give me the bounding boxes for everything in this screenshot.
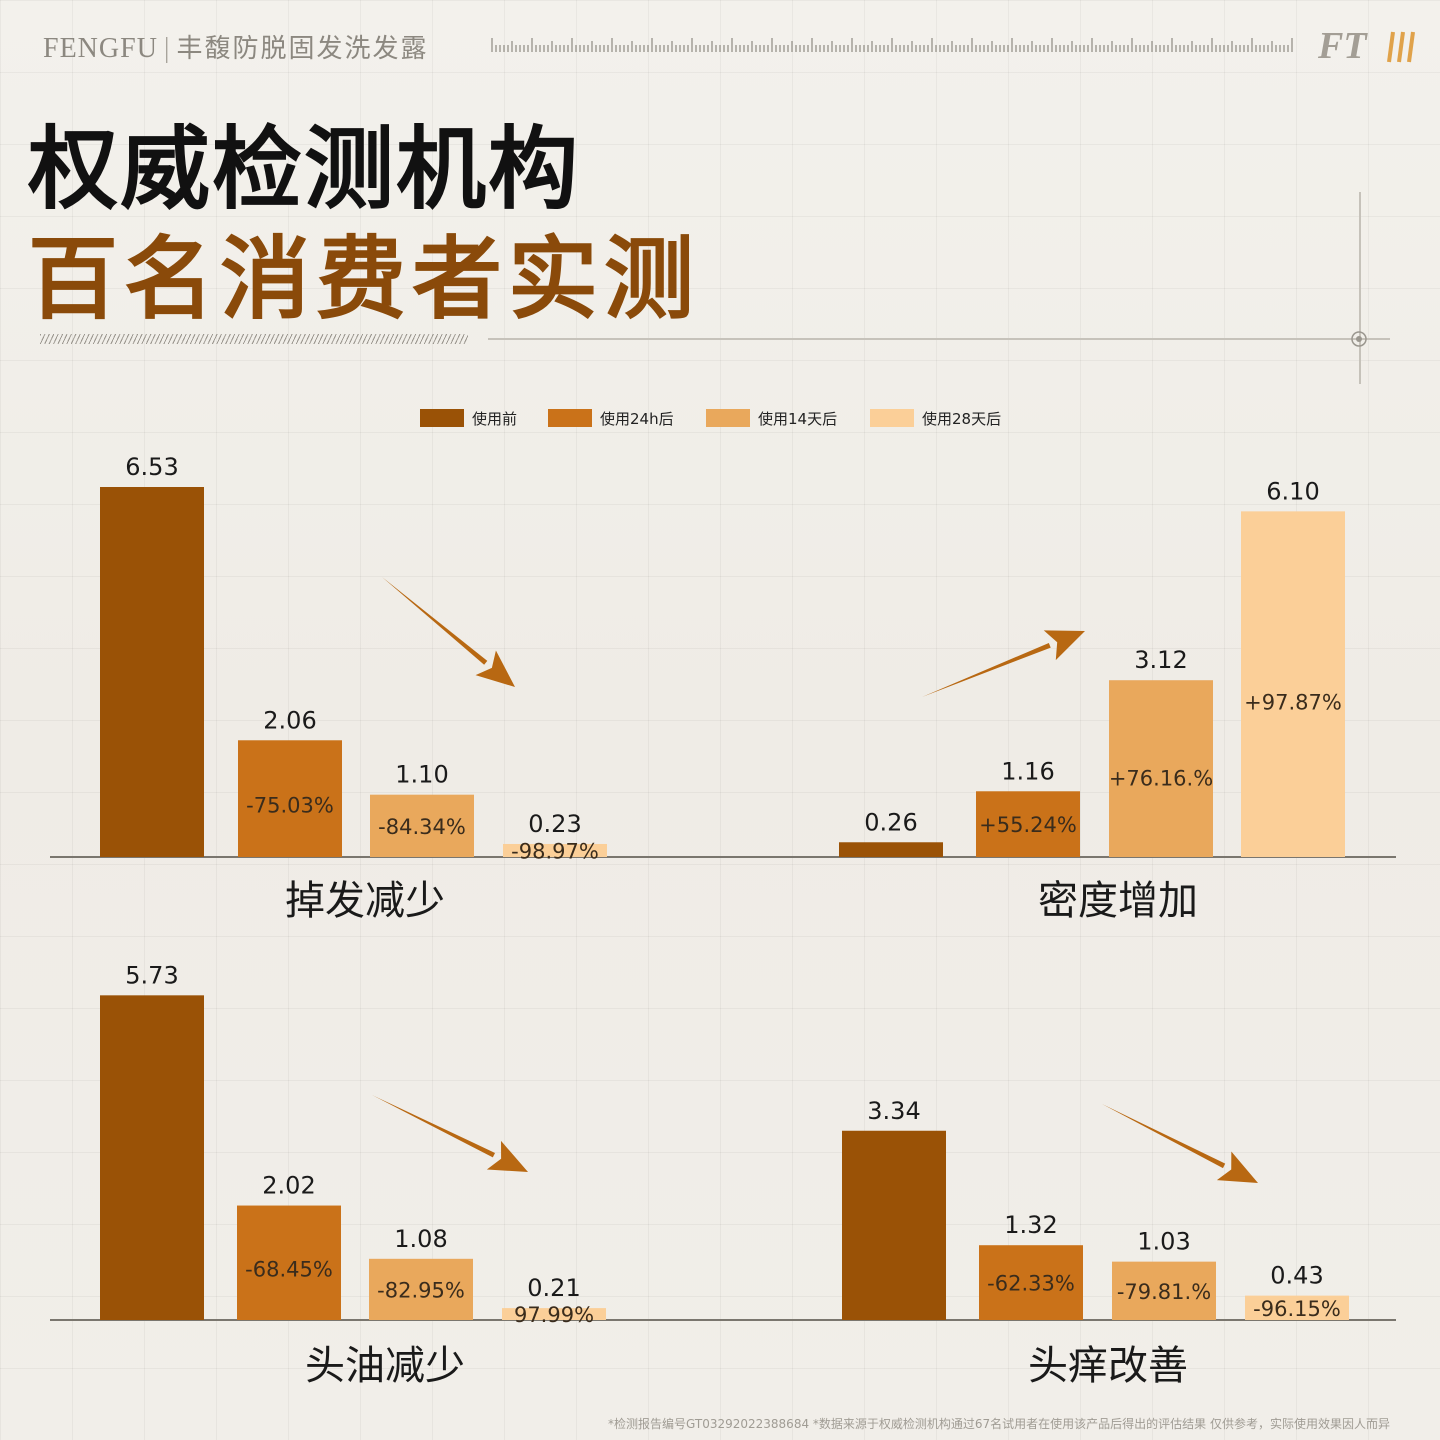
value-label: 3.12	[1134, 646, 1187, 674]
legend-label: 使用14天后	[758, 409, 838, 428]
logo-stripes-icon	[1387, 31, 1415, 63]
legend-label: 使用前	[472, 409, 518, 428]
change-label: 97.99%	[514, 1303, 594, 1327]
bar	[1109, 680, 1213, 857]
bar	[979, 1245, 1083, 1320]
value-label: 0.43	[1270, 1262, 1323, 1290]
value-label: 0.23	[528, 810, 581, 838]
bar	[100, 995, 204, 1320]
chart-title: 头油减少	[305, 1343, 465, 1389]
value-label: 2.02	[262, 1172, 315, 1200]
trend-arrow-shaft	[1102, 1104, 1226, 1169]
trend-arrow-icon	[475, 650, 515, 687]
ft-logo: FT	[1318, 25, 1367, 67]
chart-title: 密度增加	[1038, 878, 1198, 924]
headline-primary: 权威检测机构	[28, 116, 580, 222]
trend-arrow-icon	[1216, 1151, 1258, 1183]
change-label: -84.34%	[378, 815, 466, 839]
trend-arrow-icon	[1043, 630, 1085, 661]
brand-header: FENGFU | 丰馥防脱固发洗发露	[43, 28, 429, 65]
legend-item-28d: 使用28天后	[870, 408, 1001, 428]
bar	[100, 487, 204, 857]
value-label: 1.10	[395, 761, 448, 789]
bar	[1245, 1295, 1349, 1320]
chart-title: 掉发减少	[285, 878, 445, 924]
chart-title: 头痒改善	[1028, 1343, 1188, 1389]
vertical-divider	[1359, 192, 1361, 384]
horizontal-divider	[488, 338, 1390, 340]
product-name: 丰馥防脱固发洗发露	[176, 34, 429, 64]
bar	[839, 842, 943, 857]
bar	[1112, 1261, 1216, 1320]
value-label: 0.21	[527, 1274, 580, 1302]
legend-label: 使用28天后	[922, 409, 1002, 428]
legend-label: 使用24h后	[600, 409, 674, 428]
value-label: 0.26	[864, 808, 917, 836]
change-label: -98.97%	[511, 839, 599, 863]
legend-item-before: 使用前	[420, 408, 517, 428]
value-label: 2.06	[263, 706, 316, 734]
target-icon	[1351, 331, 1367, 347]
brand-separator: |	[163, 33, 171, 64]
bar	[237, 1205, 341, 1320]
legend-item-14d: 使用14天后	[706, 408, 837, 428]
bar	[369, 1258, 473, 1320]
change-label: -79.81.%	[1117, 1280, 1211, 1304]
headline-secondary: 百名消费者实测	[28, 226, 700, 332]
legend-swatch	[870, 409, 914, 427]
value-label: 6.53	[125, 453, 178, 481]
change-label: -82.95%	[377, 1278, 465, 1302]
change-label: -62.33%	[987, 1272, 1075, 1296]
legend-swatch	[420, 409, 464, 427]
change-label: +76.16.%	[1109, 766, 1213, 790]
value-label: 1.03	[1137, 1228, 1190, 1256]
legend-swatch	[706, 409, 750, 427]
value-label: 6.10	[1266, 477, 1319, 505]
bar	[1241, 511, 1345, 857]
brand-name: FENGFU	[43, 33, 158, 64]
bar	[503, 843, 607, 857]
value-label: 5.73	[125, 961, 178, 989]
change-label: +97.87%	[1244, 690, 1342, 714]
ruler-decoration	[491, 38, 1293, 52]
legend-swatch	[548, 409, 592, 427]
bar	[238, 740, 342, 857]
legend-item-24h: 使用24h后	[548, 408, 674, 428]
trend-arrow-shaft	[382, 577, 488, 665]
change-label: +55.24%	[979, 813, 1077, 837]
change-label: -96.15%	[1253, 1297, 1341, 1321]
bar	[842, 1130, 946, 1320]
footnote: *检测报告编号GT03292022388684 *数据来源于权威检测机构通过67…	[608, 1417, 1390, 1431]
value-label: 3.34	[867, 1097, 920, 1125]
value-label: 1.08	[394, 1225, 447, 1253]
hatch-divider	[40, 334, 468, 344]
value-label: 1.16	[1001, 757, 1054, 785]
trend-arrow-shaft	[372, 1095, 496, 1158]
bar	[502, 1308, 606, 1320]
change-label: -75.03%	[246, 793, 334, 817]
bar	[976, 791, 1080, 857]
trend-arrow-shaft	[922, 642, 1051, 697]
value-label: 1.32	[1004, 1211, 1057, 1239]
trend-arrow-icon	[486, 1140, 528, 1172]
change-label: -68.45%	[245, 1257, 333, 1281]
bar	[370, 794, 474, 857]
